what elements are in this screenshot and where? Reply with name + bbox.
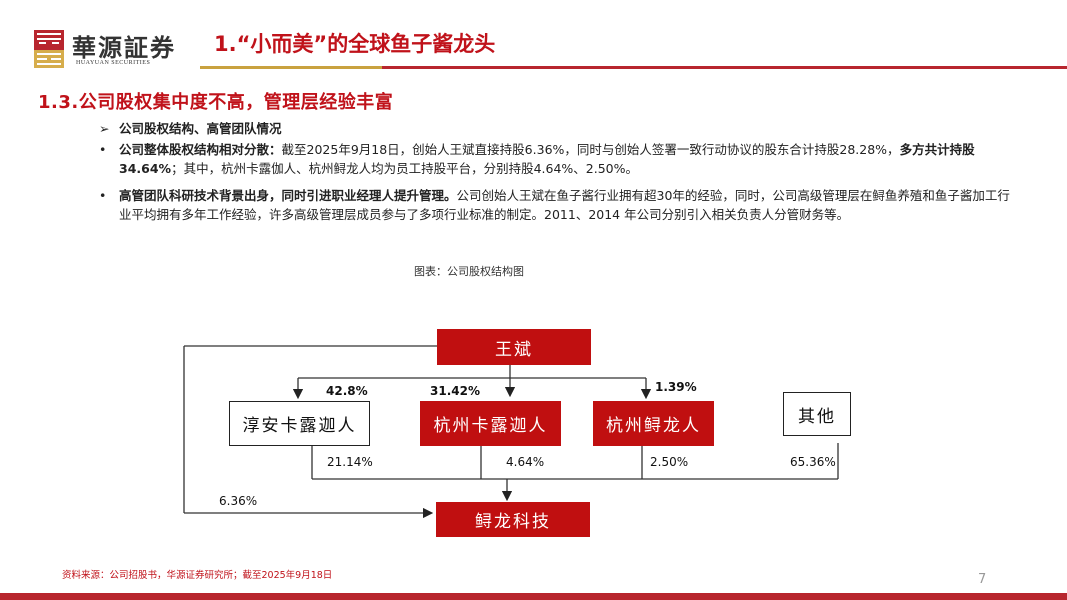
sub-item-label: 公司股权结构、高管团队情况 xyxy=(119,121,282,136)
node-company: 鲟龙科技 xyxy=(436,502,590,537)
bullet-text: 高管团队科研技术背景出身，同时引进职业经理人提升管理。公司创始人王斌在鱼子酱行业… xyxy=(119,188,1010,222)
header-rule-red xyxy=(382,66,1067,69)
bullet-ownership: • 公司整体股权结构相对分散：截至2025年9月18日，创始人王斌直接持股6.3… xyxy=(99,140,1019,178)
page-number: 7 xyxy=(978,572,987,587)
pct-founder-hz-kaluga: 31.42% xyxy=(430,384,480,398)
bullet-dot-icon: • xyxy=(99,142,107,157)
bullet-bold-lead: 公司整体股权结构相对分散： xyxy=(119,142,282,157)
arrow-bullet-icon: ➢ xyxy=(99,121,110,136)
page-title: 1.“小而美”的全球鱼子酱龙头 xyxy=(214,32,496,56)
section-title: 1.3.公司股权集中度不高，管理层经验丰富 xyxy=(38,92,394,113)
footer-bar xyxy=(0,593,1067,600)
pct-founder-company: 6.36% xyxy=(219,494,258,508)
logo-text: 華源証券 xyxy=(72,33,176,62)
pct-hz-kaluga-company: 4.64% xyxy=(506,455,545,469)
pct-founder-hz-xunlong: 1.39% xyxy=(655,380,697,394)
node-chunan-kaluga: 淳安卡露迦人 xyxy=(229,401,370,446)
node-hangzhou-kaluga: 杭州卡露迦人 xyxy=(420,401,561,446)
header-rule-gold xyxy=(200,66,382,69)
source-note: 资料来源：公司招股书，华源证券研究所；截至2025年9月18日 xyxy=(62,570,333,581)
sub-item: ➢ 公司股权结构、高管团队情况 xyxy=(99,118,282,137)
bullet-bold-lead: 高管团队科研技术背景出身，同时引进职业经理人提升管理。 xyxy=(119,188,457,203)
bullet-dot-icon: • xyxy=(99,188,107,203)
pct-chunan-company: 21.14% xyxy=(327,455,373,469)
logo-subtext: HUAYUAN SECURITIES xyxy=(76,60,151,66)
figure-caption: 图表：公司股权结构图 xyxy=(414,265,524,278)
bullet-bold-mid: 多方共计持股34.64% xyxy=(119,142,975,176)
bullet-management: • 高管团队科研技术背景出身，同时引进职业经理人提升管理。公司创始人王斌在鱼子酱… xyxy=(99,186,1019,224)
logo-icon xyxy=(34,30,64,68)
pct-others-company: 65.36% xyxy=(790,455,836,469)
pct-hz-xunlong-company: 2.50% xyxy=(650,455,689,469)
node-hangzhou-xunlong: 杭州鲟龙人 xyxy=(593,401,714,446)
node-founder: 王斌 xyxy=(437,329,591,365)
node-others: 其他 xyxy=(783,392,851,436)
pct-founder-chunan: 42.8% xyxy=(326,384,368,398)
bullet-text: 公司整体股权结构相对分散：截至2025年9月18日，创始人王斌直接持股6.36%… xyxy=(119,142,975,176)
